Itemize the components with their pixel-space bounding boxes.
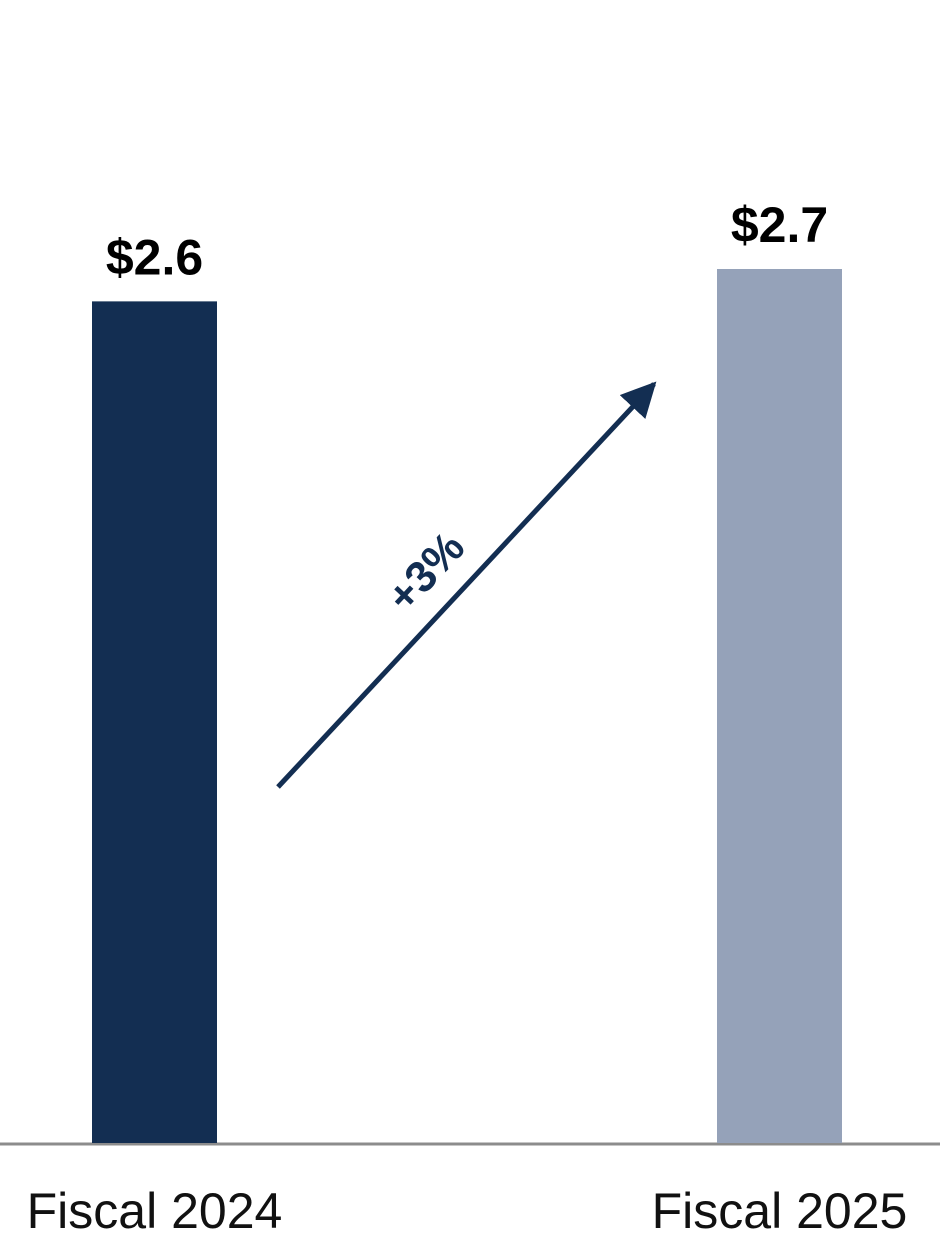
value-label: $2.7 bbox=[731, 197, 828, 253]
growth-annotation: +3% bbox=[378, 523, 475, 622]
x-tick-label: Fiscal 2024 bbox=[27, 1183, 283, 1239]
value-label: $2.6 bbox=[106, 230, 203, 286]
bar bbox=[92, 301, 217, 1143]
bar bbox=[717, 269, 842, 1143]
x-tick-label: Fiscal 2025 bbox=[652, 1183, 908, 1239]
growth-arrow bbox=[276, 381, 657, 789]
